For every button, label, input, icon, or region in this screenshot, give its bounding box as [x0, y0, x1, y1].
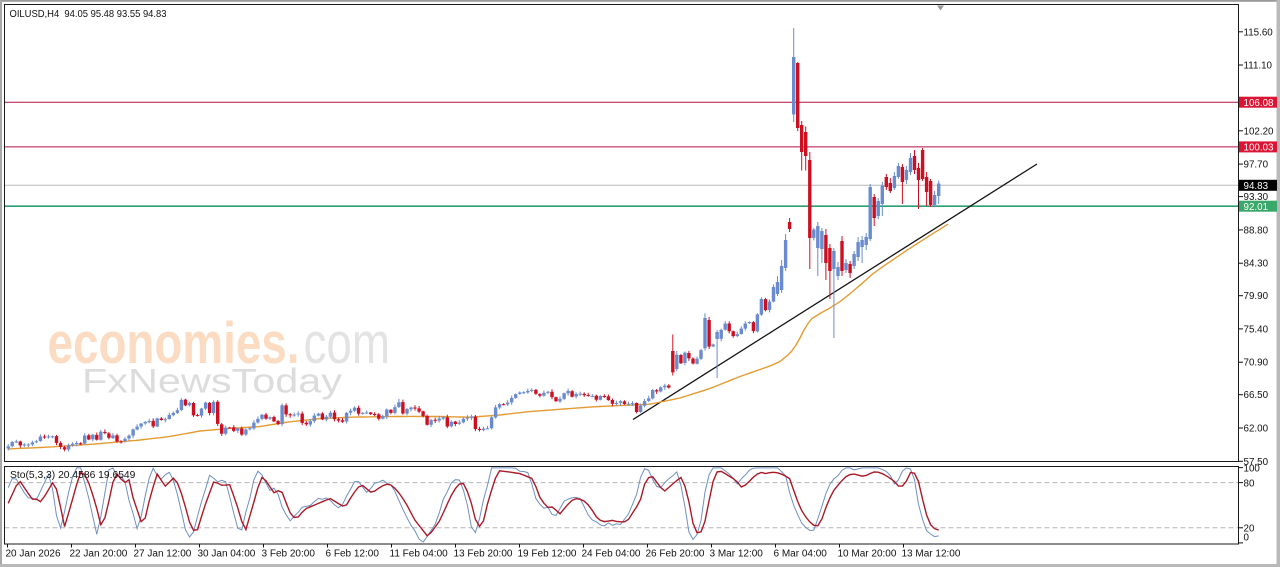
svg-text:10 Mar 20:00: 10 Mar 20:00	[838, 549, 897, 560]
svg-text:84.30: 84.30	[1244, 259, 1269, 270]
svg-text:79.90: 79.90	[1244, 291, 1269, 302]
svg-text:3 Feb 20:00: 3 Feb 20:00	[262, 549, 316, 560]
svg-text:57.50: 57.50	[1244, 457, 1269, 468]
svg-text:19 Feb 12:00: 19 Feb 12:00	[518, 549, 577, 560]
svg-text:27 Jan 12:00: 27 Jan 12:00	[134, 549, 192, 560]
svg-text:FxNewsToday: FxNewsToday	[82, 363, 342, 401]
svg-text:66.50: 66.50	[1244, 390, 1269, 401]
svg-text:106.08: 106.08	[1244, 98, 1275, 109]
svg-text:26 Feb 20:00: 26 Feb 20:00	[646, 549, 705, 560]
svg-text:75.40: 75.40	[1244, 324, 1269, 335]
svg-text:20: 20	[1244, 523, 1255, 534]
svg-text:115.60: 115.60	[1244, 27, 1274, 38]
svg-text:93.30: 93.30	[1244, 192, 1269, 203]
svg-text:3 Mar 12:00: 3 Mar 12:00	[710, 549, 764, 560]
svg-text:13 Feb 20:00: 13 Feb 20:00	[454, 549, 513, 560]
svg-text:97.70: 97.70	[1244, 160, 1269, 171]
svg-text:22 Jan 20:00: 22 Jan 20:00	[70, 549, 128, 560]
svg-text:economies.: economies.	[48, 311, 300, 376]
svg-text:100: 100	[1244, 464, 1261, 475]
svg-text:0: 0	[1244, 533, 1250, 544]
svg-text:13 Mar 12:00: 13 Mar 12:00	[902, 549, 961, 560]
svg-text:80: 80	[1244, 478, 1255, 489]
svg-text:94.83: 94.83	[1244, 181, 1269, 192]
svg-text:OILUSD,H4 94.05 95.48 93.55 9: OILUSD,H4 94.05 95.48 93.55 94.83	[10, 8, 167, 20]
svg-text:6 Mar 04:00: 6 Mar 04:00	[774, 549, 828, 560]
svg-text:11 Feb 04:00: 11 Feb 04:00	[390, 549, 449, 560]
svg-text:102.20: 102.20	[1244, 126, 1275, 137]
svg-text:88.80: 88.80	[1244, 225, 1269, 236]
svg-text:100.03: 100.03	[1244, 143, 1275, 154]
svg-text:24 Feb 04:00: 24 Feb 04:00	[582, 549, 641, 560]
svg-text:111.10: 111.10	[1244, 61, 1273, 72]
svg-text:92.01: 92.01	[1244, 202, 1269, 213]
svg-text:20 Jan 2026: 20 Jan 2026	[6, 549, 61, 560]
svg-text:70.90: 70.90	[1244, 358, 1269, 369]
svg-text:Sto(5,3,3) 20.4586 19.6549: Sto(5,3,3) 20.4586 19.6549	[10, 470, 136, 481]
svg-text:62.00: 62.00	[1244, 424, 1269, 435]
svg-text:6 Feb 12:00: 6 Feb 12:00	[326, 549, 380, 560]
svg-text:com: com	[304, 311, 391, 376]
svg-text:30 Jan 04:00: 30 Jan 04:00	[198, 549, 256, 560]
